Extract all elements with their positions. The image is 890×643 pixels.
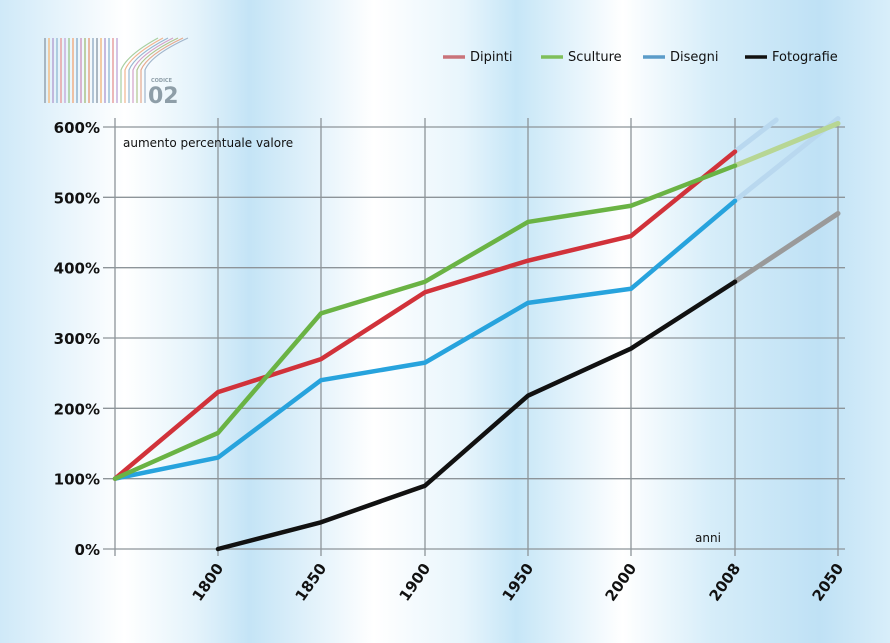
projection-line-dipinti <box>732 117 779 155</box>
logo-bar <box>140 37 184 103</box>
x-tick-label: 1950 <box>499 560 538 605</box>
logo-bar <box>136 37 179 103</box>
logo-bar <box>128 37 169 103</box>
series-line-fotografie <box>215 279 738 552</box>
logo-number: 02 <box>148 84 179 109</box>
x-tick-label: 1850 <box>292 560 331 605</box>
y-tick-label: 400% <box>54 260 100 278</box>
legend-item-fotografie: Fotografie <box>745 50 838 65</box>
legend-item-sculture: Sculture <box>541 50 622 65</box>
series-line-disegni <box>112 198 738 481</box>
x-tick-label: 2050 <box>809 560 848 605</box>
legend-label: Disegni <box>670 50 719 65</box>
y-tick-label: 600% <box>54 119 100 137</box>
x-tick-labels: 1800 1850 1900 1950 2000 2008 2050 <box>189 560 848 605</box>
x-tick-label: 1900 <box>396 560 435 605</box>
logo-small-text: CODICE <box>151 78 173 84</box>
legend-item-dipinti: Dipinti <box>443 50 512 65</box>
series-lines <box>112 116 841 552</box>
grid <box>103 118 845 556</box>
x-tick-label: 1800 <box>189 560 228 605</box>
projection-line-sculture <box>732 120 841 169</box>
y-tick-label: 500% <box>54 189 100 207</box>
logo-bar <box>132 37 174 103</box>
legend-item-disegni: Disegni <box>643 50 719 65</box>
logo <box>44 37 189 103</box>
y-tick-label: 200% <box>54 400 100 418</box>
legend-label: Sculture <box>568 50 622 65</box>
y-tick-label: 300% <box>54 330 100 348</box>
x-tick-label: 2000 <box>602 560 641 605</box>
legend-label: Fotografie <box>772 50 838 65</box>
legend-label: Dipinti <box>470 50 512 65</box>
y-tick-labels: 0% 100% 200% 300% 400% 500% 600% <box>54 119 100 559</box>
series-line-dipinti <box>112 149 738 481</box>
y-tick-label: 0% <box>75 541 100 559</box>
y-tick-label: 100% <box>54 471 100 489</box>
x-tick-label: 2008 <box>706 560 745 605</box>
legend: Dipinti Sculture Disegni Fotografie <box>443 50 838 65</box>
x-axis-label: anni <box>695 531 721 545</box>
y-axis-label: aumento percentuale valore <box>123 136 293 150</box>
logo-bar <box>144 37 189 103</box>
logo-bar <box>124 37 164 103</box>
logo-bar <box>120 37 159 103</box>
series-line-sculture <box>112 163 738 481</box>
projection-line-fotografie <box>732 211 841 285</box>
